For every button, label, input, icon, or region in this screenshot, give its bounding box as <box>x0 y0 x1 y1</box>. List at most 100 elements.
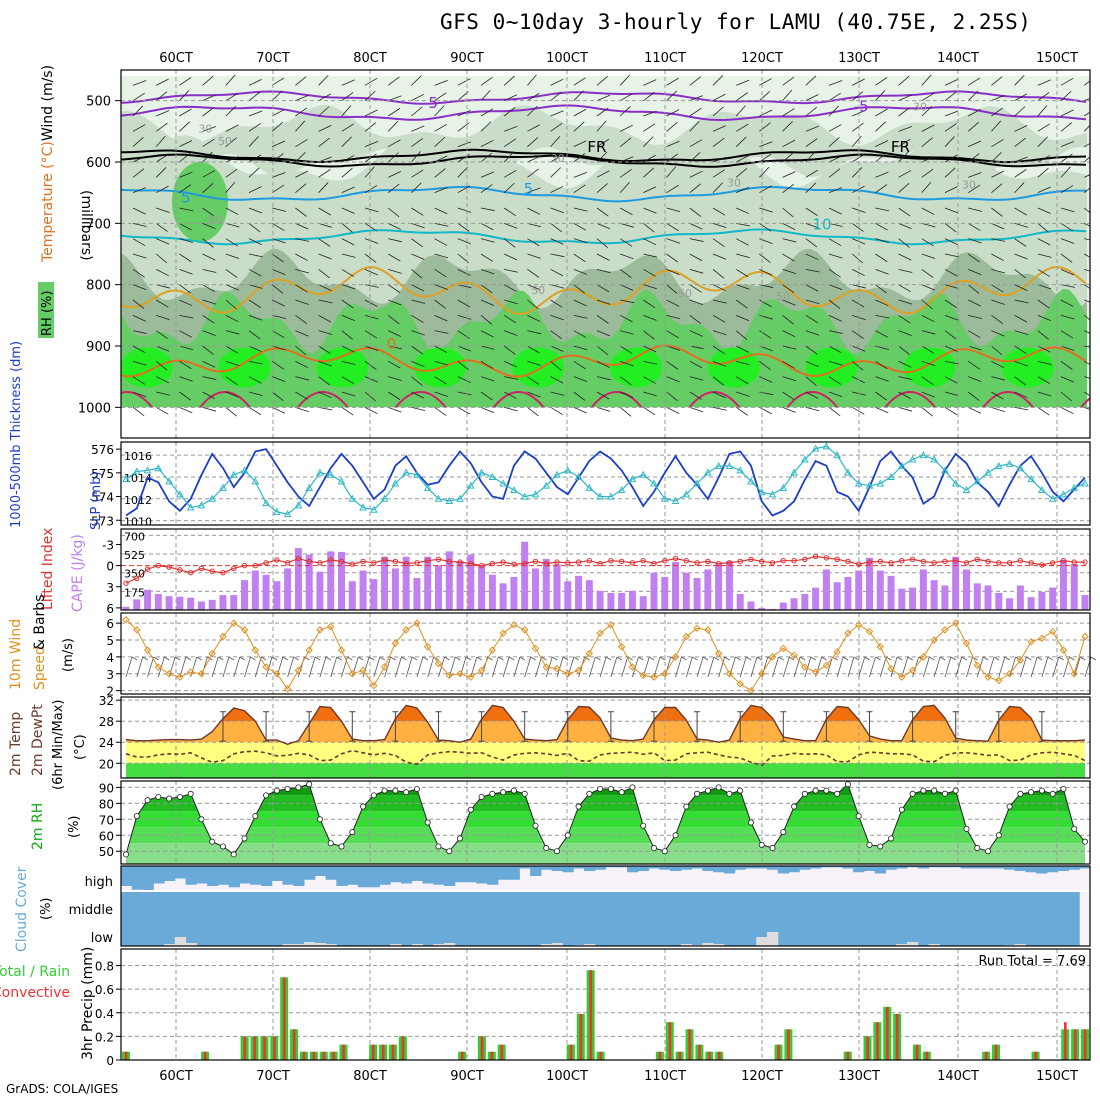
cape-bar <box>596 590 604 610</box>
wind-barb <box>248 330 261 340</box>
cloud-middle-bar <box>508 891 520 946</box>
rh2m-point <box>985 848 992 855</box>
wind-barb <box>805 314 818 324</box>
wind-barb <box>967 153 980 163</box>
cloud-middle-bar <box>906 891 919 946</box>
wind-barb <box>318 106 330 117</box>
cloud-middle-bar <box>476 891 488 946</box>
top-x-tick-label: 90CT <box>450 51 484 66</box>
precip-conv-bar <box>312 1051 316 1060</box>
wind-barb <box>318 391 332 399</box>
wind-barb-10m <box>761 656 769 678</box>
precip-conv-bar <box>1073 1029 1077 1060</box>
wind-barb <box>225 299 237 310</box>
wind-barb-10m <box>869 656 876 678</box>
wind-speed-point <box>1027 637 1035 646</box>
wind-barb <box>272 299 285 307</box>
wind-barb-flag <box>411 656 418 661</box>
wind-barb <box>968 314 982 319</box>
cape-bar <box>693 578 701 610</box>
wind-barb <box>689 222 703 230</box>
wind-barb <box>1084 345 1090 348</box>
wind-barb <box>318 74 329 86</box>
wind-barb <box>619 74 631 86</box>
wind-barb <box>991 268 1006 274</box>
slp-point <box>283 510 292 518</box>
rh2m-point <box>176 793 183 800</box>
precip-conv-bar <box>1064 1022 1067 1060</box>
wind-barb <box>1037 105 1048 117</box>
wind-barb-10m <box>427 656 435 678</box>
wind-barb <box>387 391 401 400</box>
wind-speed-point <box>380 663 389 671</box>
cloud-high-bar <box>530 866 542 876</box>
li-point <box>446 558 452 565</box>
wind-barb <box>225 124 239 132</box>
wind-barb <box>898 406 913 412</box>
wind-barb <box>550 91 562 101</box>
precip-conv-bar <box>1083 1029 1087 1060</box>
rh2m-point <box>866 841 873 848</box>
wind-barb <box>318 253 332 260</box>
wind-barb-flag <box>1090 656 1097 661</box>
wind-barb <box>619 181 630 193</box>
wind-speed-point <box>898 673 906 681</box>
li-point <box>511 561 517 567</box>
wind-barb <box>782 376 797 382</box>
wind-barb <box>967 77 981 86</box>
wind-speed-point <box>316 626 324 634</box>
cloud-middle-bar <box>433 891 445 946</box>
wind-barb <box>527 314 541 322</box>
wind-barb <box>457 345 472 352</box>
wind-barb <box>851 253 864 264</box>
slp-point <box>348 494 357 502</box>
wind-barb <box>689 207 702 217</box>
contour-label: 50 <box>531 284 545 297</box>
wind-barb <box>272 345 286 351</box>
wind-barb <box>202 207 215 217</box>
slp-ylabel: SLP (mb) <box>89 471 104 530</box>
wind-barb <box>387 284 401 293</box>
wind-barb <box>828 407 841 417</box>
wind-barb-10m <box>750 656 758 678</box>
wind-barb <box>248 79 262 86</box>
precip-conv-bar <box>589 970 593 1060</box>
wind-barb <box>132 269 145 278</box>
cloud-middle-bar <box>164 891 176 946</box>
wind-barb <box>875 253 888 262</box>
wind-barb <box>735 268 749 278</box>
slp-point <box>305 483 314 491</box>
wind-barb <box>480 238 495 243</box>
rh2m-point <box>133 813 140 820</box>
sounding-ylabel-temp: Temperature (°C) <box>40 141 56 263</box>
cloud-high-bar <box>616 866 628 868</box>
wind-barb <box>643 330 655 340</box>
rh2m-point <box>586 790 593 797</box>
wind-barb <box>503 75 515 86</box>
rh2m-point <box>704 787 711 794</box>
li-point <box>608 557 614 564</box>
precip-conv-bar <box>708 1051 711 1060</box>
wind-barb <box>225 156 239 163</box>
wind-barb <box>156 207 170 213</box>
cloud-low-bar <box>540 944 553 946</box>
cloud-middle-bar <box>411 891 423 946</box>
cloud-middle-bar <box>304 891 316 946</box>
rh2m-point <box>338 843 345 850</box>
wind-barb <box>155 253 168 264</box>
precip-tick-label: 0.8 <box>95 960 114 974</box>
wind-barb <box>1060 222 1073 232</box>
wind-barb <box>1060 77 1074 86</box>
wind-speed-point <box>650 673 658 681</box>
cloud-high-bar <box>950 866 962 868</box>
wind-barb <box>318 299 333 304</box>
cloud-middle-bar <box>993 891 1005 946</box>
cape-bar <box>941 585 949 610</box>
wind-barb <box>596 284 610 293</box>
wind-barb <box>225 253 240 259</box>
wind-barb <box>944 186 958 194</box>
wind-barb <box>272 140 286 148</box>
temp-contour-25 <box>492 391 545 408</box>
wind-barb <box>179 330 192 338</box>
wind-speed-point <box>1016 656 1025 664</box>
